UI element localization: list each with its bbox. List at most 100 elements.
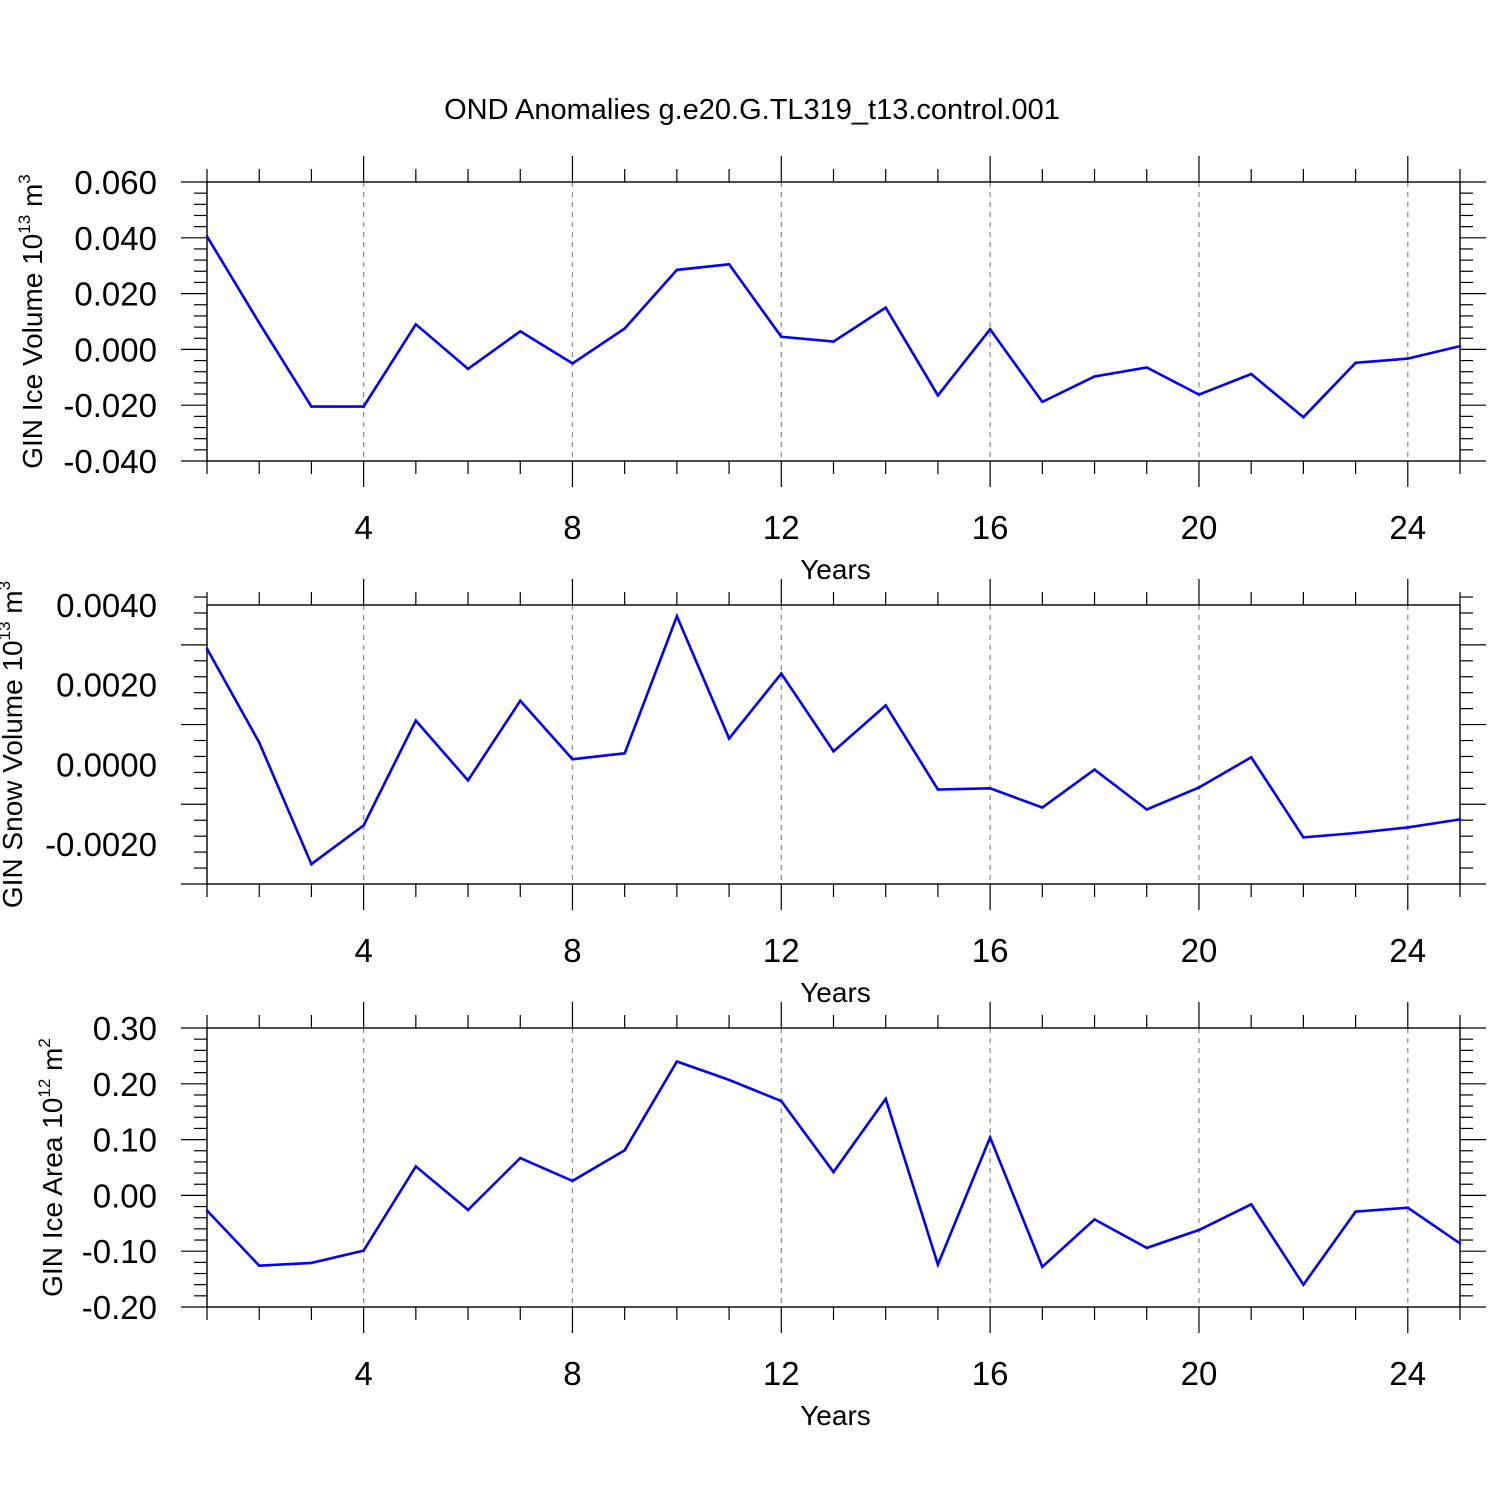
data-point xyxy=(571,757,574,761)
data-point xyxy=(779,672,783,675)
y-tick-label: 0.30 xyxy=(93,1010,157,1047)
data-point xyxy=(310,405,313,408)
data-point xyxy=(257,321,261,325)
x-axis-label: Years xyxy=(800,1400,871,1431)
data-point xyxy=(310,1261,313,1265)
data-point xyxy=(310,862,313,866)
data-point xyxy=(936,788,940,791)
data-point xyxy=(1354,361,1357,365)
x-tick-label: 8 xyxy=(563,1355,581,1392)
y-tick-label: 0.0000 xyxy=(56,746,157,783)
y-axis-label-unit-exponent: 3 xyxy=(0,581,14,590)
data-point xyxy=(1145,1246,1149,1250)
data-point xyxy=(727,737,731,740)
data-point xyxy=(1354,831,1357,835)
y-axis-label-exponent: 12 xyxy=(35,1079,54,1098)
x-tick-label: 12 xyxy=(763,1355,800,1392)
y-axis-label-exponent: 13 xyxy=(0,621,14,640)
x-tick-label: 8 xyxy=(563,932,581,969)
data-point xyxy=(727,263,731,266)
figure-title: OND Anomalies g.e20.G.TL319_t13.control.… xyxy=(444,94,1060,126)
x-tick-label: 12 xyxy=(763,932,800,969)
data-point xyxy=(675,614,679,618)
y-tick-label: -0.020 xyxy=(63,387,157,424)
data-point xyxy=(1041,1265,1044,1269)
x-tick-label: 24 xyxy=(1389,932,1426,969)
series-line xyxy=(205,235,1461,419)
data-point xyxy=(675,268,679,272)
y-tick-label: 0.0040 xyxy=(56,587,157,624)
data-point xyxy=(988,787,992,790)
y-tick-label: -0.20 xyxy=(82,1289,157,1326)
data-point xyxy=(1406,826,1410,829)
data-point xyxy=(936,1263,940,1266)
y-axis-label-text: GIN Ice Area 10 xyxy=(37,1098,68,1297)
data-point xyxy=(1249,372,1253,376)
data-point xyxy=(414,1165,418,1168)
y-axis-label-exponent: 13 xyxy=(15,215,34,234)
y-tick-label: 0.060 xyxy=(74,164,157,201)
data-point xyxy=(884,1097,888,1101)
y-axis-label-text: GIN Snow Volume 10 xyxy=(0,640,28,908)
data-point xyxy=(466,367,470,371)
data-point xyxy=(466,779,470,782)
y-tick-label: 0.0020 xyxy=(56,667,157,704)
data-point xyxy=(1249,1203,1253,1206)
panel-3: 4 8 12 16 20 24 -0.20 -0.10 0.00 0.10 0.20 0.30 Year… xyxy=(35,1002,1486,1431)
x-tick-label: 12 xyxy=(763,509,800,546)
x-tick-label: 16 xyxy=(972,932,1009,969)
series-line xyxy=(205,612,1461,867)
data-point xyxy=(1302,836,1305,839)
y-axis-label-text: GIN Ice Volume 10 xyxy=(17,234,48,469)
panels: 4 8 12 16 20 24-0.040-0.0200.0000.0200.0400.0… xyxy=(0,156,1486,1431)
data-point xyxy=(727,1078,731,1082)
data-point xyxy=(1458,344,1462,348)
data-point xyxy=(1197,393,1201,396)
plot-frame xyxy=(206,604,1461,885)
data-point xyxy=(1093,375,1096,378)
data-point xyxy=(779,335,783,339)
data-point xyxy=(571,362,574,365)
y-tick-label: 0.000 xyxy=(74,331,157,368)
x-tick-label: 24 xyxy=(1389,1355,1426,1392)
data-point xyxy=(362,1249,365,1252)
plot-frame xyxy=(206,181,1461,462)
data-point xyxy=(257,1264,261,1268)
y-tick-label: 0.20 xyxy=(93,1066,157,1103)
data-point xyxy=(1197,786,1201,789)
data-point xyxy=(1458,818,1462,821)
x-tick-label: 16 xyxy=(972,509,1009,546)
x-tick-label: 4 xyxy=(354,1355,372,1392)
data-point xyxy=(518,1156,522,1160)
data-point xyxy=(884,704,888,707)
data-point xyxy=(257,741,261,744)
x-tick-label: 20 xyxy=(1181,932,1218,969)
y-axis-label-unit-exponent: 3 xyxy=(15,174,34,183)
data-point xyxy=(1145,366,1149,369)
y-axis-label-unit: m xyxy=(17,184,48,215)
x-tick-label: 8 xyxy=(563,509,581,546)
data-point xyxy=(518,329,522,333)
y-tick-label: -0.10 xyxy=(82,1233,157,1270)
data-point xyxy=(1249,755,1253,759)
data-point xyxy=(518,699,522,702)
data-point xyxy=(988,1136,992,1139)
panel-1: 4 8 12 16 20 24 -0.040 -0.020 0.000 0.020 0.040 0.0… xyxy=(15,156,1486,585)
data-point xyxy=(832,340,835,343)
data-point xyxy=(1302,415,1305,419)
data-point xyxy=(623,751,626,755)
x-axis-label: Years xyxy=(800,977,871,1008)
data-point xyxy=(832,749,835,753)
y-tick-label: -0.040 xyxy=(63,443,157,480)
data-point xyxy=(779,1099,783,1103)
data-point xyxy=(362,405,365,408)
y-tick-label: 0.00 xyxy=(93,1177,157,1214)
y-axis-label-unit-exponent: 2 xyxy=(35,1038,54,1047)
data-point xyxy=(414,322,418,326)
data-point xyxy=(623,1148,626,1152)
data-point xyxy=(205,647,209,651)
data-point xyxy=(414,719,418,722)
x-tick-label: 20 xyxy=(1181,1355,1218,1392)
y-tick-label: 0.040 xyxy=(74,220,157,257)
